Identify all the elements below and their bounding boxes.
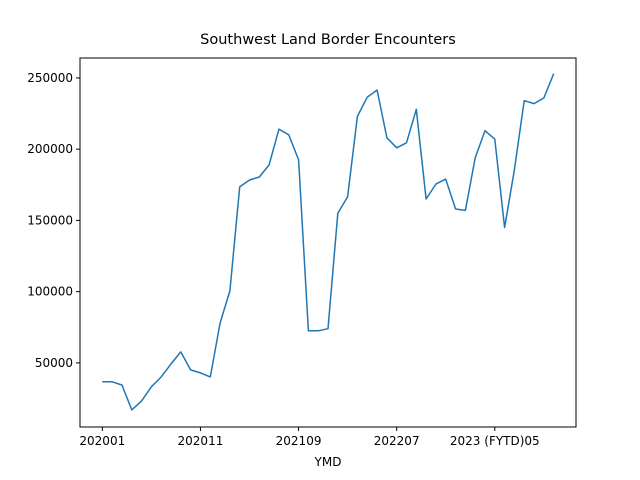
x-axis-label: YMD <box>314 455 342 469</box>
plot-frame <box>79 57 577 428</box>
y-tick-label: 100000 <box>27 285 73 299</box>
x-tick-label: 202207 <box>374 434 420 448</box>
x-tick-label: 2023 (FYTD)05 <box>450 434 540 448</box>
x-tick-label: 202109 <box>276 434 322 448</box>
data-line <box>102 73 555 411</box>
chart-title: Southwest Land Border Encounters <box>200 32 456 48</box>
y-tick-label: 200000 <box>27 142 73 156</box>
y-tick-label: 250000 <box>27 71 73 85</box>
y-tick-label: 50000 <box>35 356 73 370</box>
x-tick-label: 202001 <box>79 434 125 448</box>
x-tick-label: 202011 <box>178 434 224 448</box>
y-tick-label: 150000 <box>27 213 73 227</box>
